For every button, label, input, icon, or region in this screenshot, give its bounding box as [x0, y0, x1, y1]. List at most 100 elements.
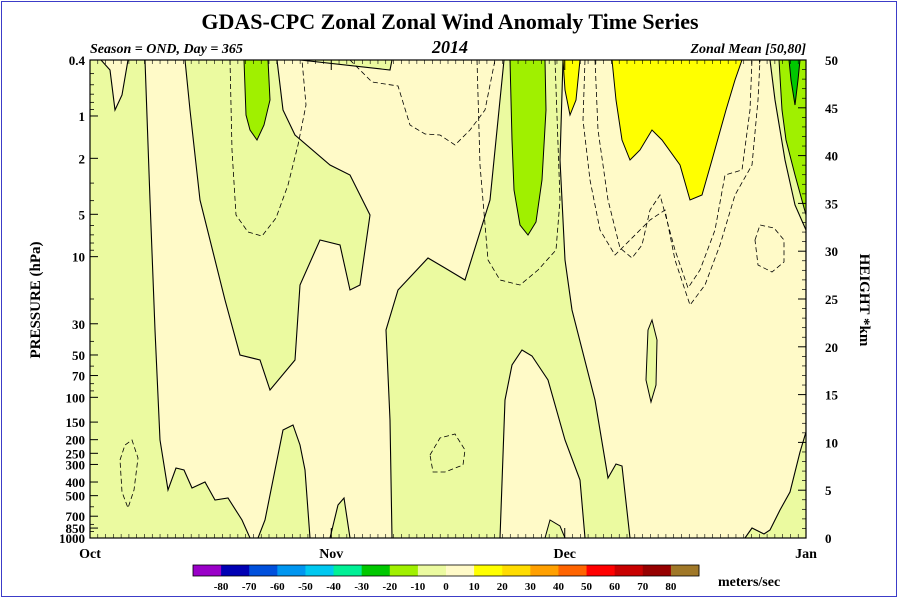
- colorbar-swatch-9: [446, 565, 475, 576]
- colorbar-label-8: 0: [443, 581, 449, 593]
- colorbar: -80 -70 -60 -50 -40 -30 -20 -10 0 10 20 30 40 50 60 70 8…: [192, 564, 700, 593]
- height-tick-label-9: 45: [825, 101, 839, 116]
- dashed-contours: [119, 60, 785, 510]
- negative-strong-top: [243, 60, 271, 141]
- colorbar-label-2: -60: [270, 581, 285, 593]
- anomaly-field: [90, 60, 806, 538]
- height-tick-label-7: 35: [825, 196, 839, 211]
- subtitle-center: 2014: [431, 37, 468, 57]
- colorbar-label-16: 80: [665, 581, 677, 593]
- month-label-0: Oct: [79, 547, 101, 562]
- dashed-contour-7: [119, 439, 139, 510]
- colorbar-label-3: -50: [298, 581, 313, 593]
- height-tick-label-3: 15: [825, 388, 839, 403]
- height-tick-label-5: 25: [825, 292, 839, 307]
- height-tick-label-8: 40: [825, 149, 838, 164]
- negative-pocket-dec: [544, 519, 566, 538]
- negative-pocket-right: [645, 318, 658, 404]
- height-tick-label-1: 5: [825, 483, 832, 498]
- colorbar-swatch-13: [558, 565, 588, 576]
- colorbar-label-12: 40: [553, 581, 565, 593]
- height-tick-label-4: 20: [825, 340, 838, 355]
- pressure-tick-label-17: 1000: [59, 531, 85, 546]
- colorbar-label-13: 50: [581, 581, 593, 593]
- colorbar-swatch-15: [614, 565, 644, 576]
- pressure-tick-label-9: 150: [66, 415, 86, 430]
- positive-region-left: [100, 60, 505, 538]
- pressure-tick-label-16: 850: [66, 521, 86, 536]
- colorbar-swatch-2: [249, 565, 278, 576]
- pressure-tick-label-13: 400: [66, 475, 86, 490]
- positive-strong-a: [562, 60, 581, 117]
- colorbar-label-7: -10: [411, 581, 426, 593]
- colorbar-swatch-6: [361, 565, 391, 576]
- dashed-contour-1: [229, 60, 307, 237]
- month-label-1: Nov: [319, 547, 343, 562]
- negative-strong-center: [509, 60, 547, 236]
- month-label-3: Jan: [795, 547, 817, 562]
- colorbar-swatch-0: [193, 565, 222, 576]
- colorbar-swatch-14: [586, 565, 616, 576]
- pressure-tick-label-0: 0.4: [69, 53, 86, 68]
- colorbar-swatch-17: [670, 565, 700, 576]
- pressure-tick-label-8: 100: [66, 390, 86, 405]
- colorbar-label-0: -80: [214, 581, 229, 593]
- pressure-tick-label-11: 250: [66, 446, 86, 461]
- negative-strongest-right: [788, 60, 801, 106]
- colorbar-label-5: -30: [354, 581, 369, 593]
- dashed-contour-4: [582, 60, 761, 306]
- colorbar-label-10: 20: [497, 581, 509, 593]
- colorbar-label-4: -40: [326, 581, 341, 593]
- dashed-contour-6: [754, 224, 785, 273]
- positive-region-center: [499, 349, 586, 538]
- y-left-label: PRESSURE (hPa): [28, 241, 44, 358]
- colorbar-swatch-4: [305, 565, 335, 576]
- colorbar-swatch-12: [530, 565, 559, 576]
- dashed-contour-3: [476, 60, 561, 286]
- height-tick-label-0: 0: [825, 531, 832, 546]
- subtitle-left: Season = OND, Day = 365: [90, 42, 243, 57]
- colorbar-swatch-5: [333, 565, 363, 576]
- colorbar-swatch-1: [221, 565, 250, 576]
- pressure-tick-label-1: 1: [79, 109, 86, 124]
- colorbar-swatch-8: [417, 565, 447, 576]
- colorbar-label-6: -20: [382, 581, 397, 593]
- dashed-contour-2: [349, 60, 496, 146]
- colorbar-label-14: 60: [609, 581, 621, 593]
- dashed-contour-8: [429, 433, 466, 473]
- colorbar-label-9: 10: [469, 581, 481, 593]
- y-right-label: HEIGHT *km: [856, 254, 872, 347]
- pressure-tick-label-2: 2: [79, 151, 86, 166]
- pressure-tick-label-10: 200: [66, 433, 86, 448]
- subtitle-right: Zonal Mean [50,80]: [690, 42, 807, 57]
- colorbar-unit: meters/sec: [718, 575, 780, 590]
- colorbar-label-11: 30: [525, 581, 537, 593]
- colorbar-swatch-11: [502, 565, 531, 576]
- dashed-contour-5: [594, 60, 753, 289]
- pressure-tick-label-4: 10: [72, 250, 85, 265]
- positive-strong-b: [611, 60, 743, 201]
- pressure-tick-label-15: 700: [66, 509, 86, 524]
- colorbar-swatch-7: [389, 565, 419, 576]
- chart-title: GDAS-CPC Zonal Zonal Wind Anomaly Time S…: [201, 9, 699, 34]
- colorbar-swatch-16: [642, 565, 672, 576]
- pressure-tick-label-7: 70: [72, 369, 85, 384]
- pressure-tick-label-12: 300: [66, 457, 86, 472]
- height-tick-label-10: 50: [825, 53, 838, 68]
- negative-strong-right: [778, 60, 806, 216]
- colorbar-label-15: 70: [637, 581, 649, 593]
- month-label-2: Dec: [553, 547, 576, 562]
- height-tick-label-6: 30: [825, 244, 838, 259]
- axes: 0.41251030507010015020025030040050070085…: [59, 53, 839, 562]
- height-tick-label-2: 10: [825, 435, 838, 450]
- pressure-tick-label-5: 30: [72, 317, 85, 332]
- colorbar-swatch-3: [277, 565, 306, 576]
- pressure-tick-label-3: 5: [79, 207, 86, 222]
- positive-region-right: [559, 60, 806, 538]
- colorbar-label-1: -70: [242, 581, 257, 593]
- colorbar-swatch-10: [474, 565, 503, 576]
- colorbar-border: [192, 564, 700, 577]
- pressure-tick-label-14: 500: [66, 489, 86, 504]
